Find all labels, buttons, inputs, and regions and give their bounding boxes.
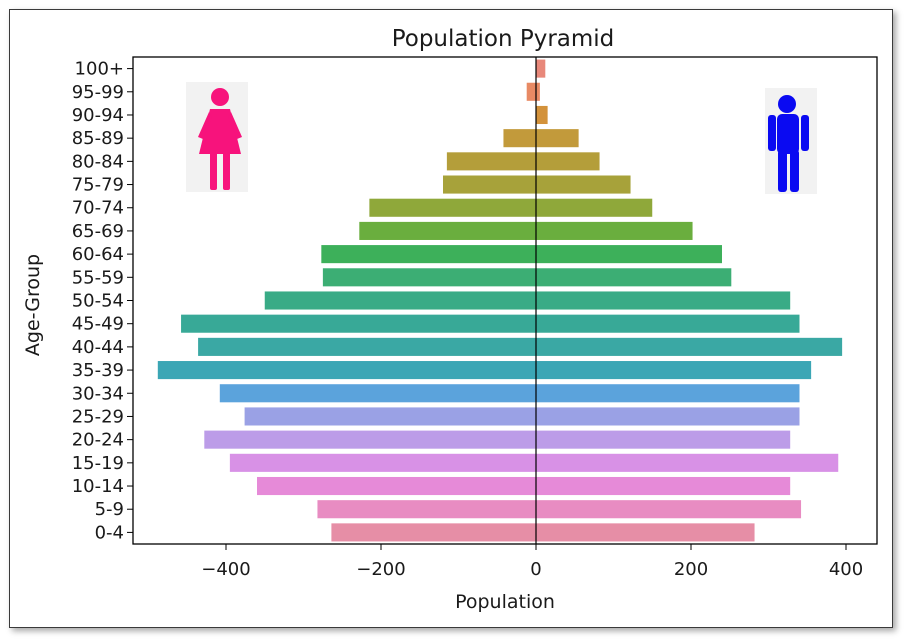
bar-female-25-29: [244, 407, 536, 426]
y-tick-label: 20-24: [72, 430, 124, 451]
bar-female-15-19: [229, 453, 536, 472]
bar-male-35-39: [536, 361, 812, 380]
bar-female-85-89: [503, 129, 536, 148]
y-tick-label: 95-99: [72, 82, 124, 103]
bar-female-20-24: [204, 430, 537, 449]
x-tick-label: 0: [530, 559, 541, 580]
bar-female-80-84: [446, 152, 536, 171]
y-tick-label: 5-9: [95, 499, 124, 520]
y-tick-label: 45-49: [72, 314, 124, 335]
x-tick-label: −400: [201, 559, 250, 580]
y-tick-label: 40-44: [72, 337, 124, 358]
bar-male-85-89: [536, 129, 579, 148]
bar-female-0-4: [331, 523, 536, 542]
bar-male-60-64: [536, 245, 722, 264]
bar-female-75-79: [443, 175, 536, 194]
y-tick-label: 85-89: [72, 128, 124, 149]
bar-male-30-34: [536, 384, 800, 403]
x-tick-label: −200: [356, 559, 405, 580]
bar-female-10-14: [257, 476, 536, 496]
bar-male-80-84: [536, 152, 600, 171]
bar-male-65-69: [536, 221, 693, 240]
y-tick-label: 100+: [75, 59, 124, 80]
x-tick-label: 200: [674, 559, 708, 580]
bar-male-50-54: [536, 291, 791, 310]
bar-male-75-79: [536, 175, 631, 194]
y-tick-label: 65-69: [72, 221, 124, 242]
y-axis-title: Age-Group: [22, 254, 44, 356]
y-tick-label: 30-34: [72, 383, 124, 404]
female-icon: [186, 82, 248, 192]
y-tick-label: 35-39: [72, 360, 124, 381]
x-axis-title: Population: [455, 591, 555, 613]
bar-female-95-99: [526, 82, 536, 101]
bar-male-25-29: [536, 407, 800, 426]
bar-female-40-44: [198, 337, 536, 356]
chart-title: Population Pyramid: [392, 26, 615, 52]
bar-male-100+: [536, 59, 546, 78]
bar-female-5-9: [317, 500, 536, 519]
bar-male-5-9: [536, 500, 802, 519]
y-tick-label: 10-14: [72, 476, 124, 497]
bar-male-0-4: [536, 523, 755, 542]
bar-female-45-49: [181, 314, 537, 333]
y-tick-label: 60-64: [72, 244, 124, 265]
bar-male-15-19: [536, 453, 839, 472]
bar-female-35-39: [157, 361, 537, 380]
y-tick-label: 70-74: [72, 198, 124, 219]
y-tick-label: 90-94: [72, 105, 124, 126]
bar-female-55-59: [322, 268, 536, 287]
bar-male-40-44: [536, 337, 843, 356]
y-tick-label: 15-19: [72, 453, 124, 474]
y-tick-label: 55-59: [72, 267, 124, 288]
y-tick-label: 50-54: [72, 291, 124, 312]
bar-female-65-69: [359, 221, 536, 240]
bar-male-55-59: [536, 268, 732, 287]
bar-male-10-14: [536, 476, 791, 496]
bar-male-45-49: [536, 314, 800, 333]
y-tick-label: 80-84: [72, 151, 124, 172]
y-tick-label: 0-4: [95, 522, 124, 543]
male-icon: [765, 88, 817, 194]
x-tick-label: 400: [829, 559, 863, 580]
bar-male-20-24: [536, 430, 791, 449]
bar-male-95-99: [536, 82, 540, 101]
y-tick-label: 75-79: [72, 175, 124, 196]
bar-female-50-54: [264, 291, 536, 310]
y-tick-label: 25-29: [72, 406, 124, 427]
bar-male-90-94: [536, 105, 548, 125]
bar-female-60-64: [321, 245, 536, 264]
bar-female-30-34: [219, 384, 537, 403]
bar-female-70-74: [369, 198, 536, 217]
bar-male-70-74: [536, 198, 653, 217]
plot-area: [132, 56, 878, 545]
